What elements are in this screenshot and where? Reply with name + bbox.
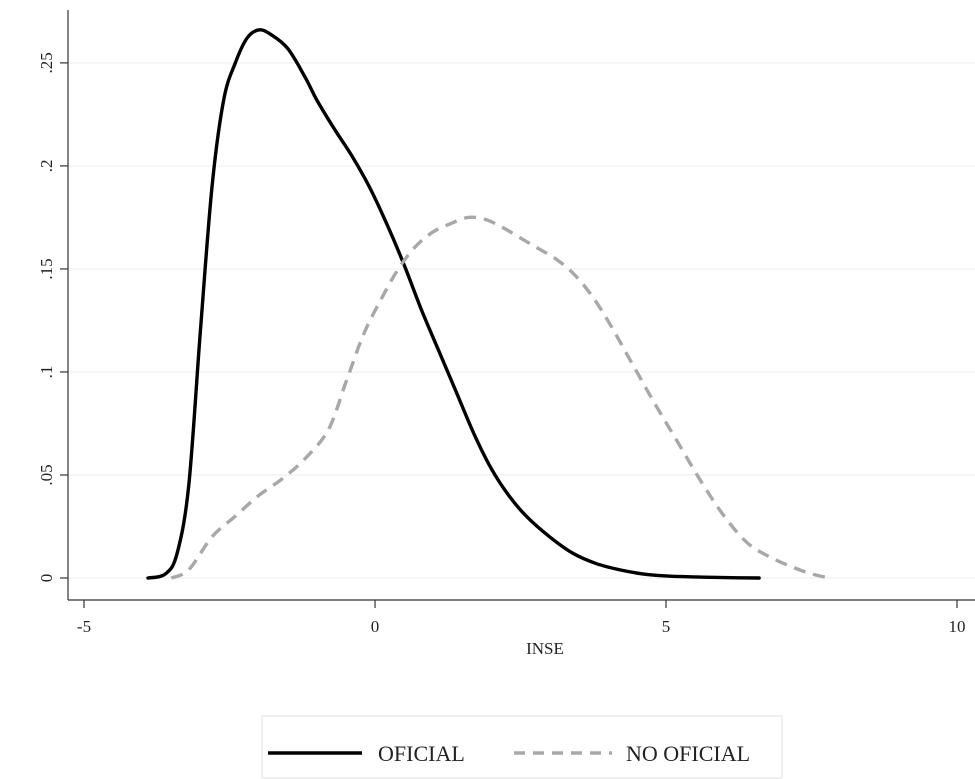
gridlines: [69, 62, 975, 579]
x-tick-label: 0: [371, 617, 380, 636]
series-line-oficial: [146, 28, 761, 580]
x-tick-label: 5: [662, 617, 671, 636]
x-tick-label: 10: [949, 617, 966, 636]
series-line-no-oficial: [170, 215, 830, 580]
y-axis-ticks: 0 .05 .1 .15 .2 .25: [37, 52, 68, 582]
y-tick-label: .1: [37, 366, 56, 379]
x-axis-ticks: -5 0 5 10: [77, 600, 966, 636]
x-axis-title: INSE: [526, 639, 564, 658]
y-tick-label: 0: [37, 574, 56, 583]
series-lines: [146, 28, 830, 580]
x-tick-label: -5: [77, 617, 91, 636]
y-tick-label: .25: [37, 52, 56, 73]
legend-box: [261, 715, 783, 779]
y-tick-label: .05: [37, 464, 56, 485]
y-tick-label: .15: [37, 258, 56, 279]
y-tick-label: .2: [37, 160, 56, 173]
legend-label-no-oficial: NO OFICIAL: [626, 741, 750, 766]
legend-label-oficial: OFICIAL: [378, 741, 465, 766]
legend: OFICIAL NO OFICIAL: [261, 715, 783, 779]
